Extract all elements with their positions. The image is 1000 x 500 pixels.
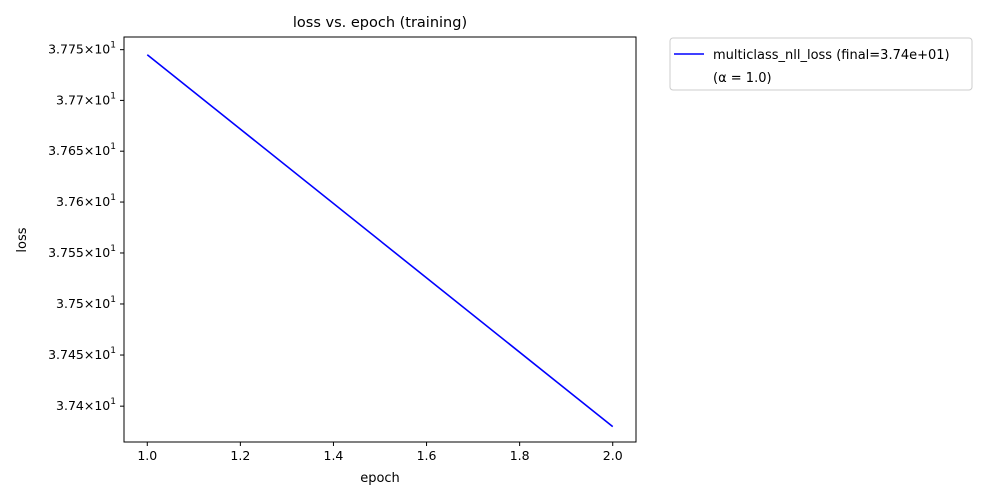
plot-area-frame bbox=[123, 36, 637, 443]
series-line-0 bbox=[146, 54, 614, 428]
series-layer bbox=[146, 54, 614, 428]
y-axis-ticks: 3.74×101 3.745×101 3.75×101 3.755×101 3.76×1… bbox=[48, 41, 124, 413]
y-tick-label: 3.74×101 bbox=[56, 397, 116, 413]
x-axis-ticks: 1.0 1.2 1.4 1.6 1.8 2.0 bbox=[137, 442, 623, 463]
legend: multiclass_nll_loss (final=3.74e+01) (α … bbox=[669, 37, 973, 91]
legend-label-alpha: (α = 1.0) bbox=[713, 71, 772, 86]
chart-title: loss vs. epoch (training) bbox=[293, 15, 467, 31]
x-tick-label: 1.8 bbox=[510, 448, 530, 463]
legend-label-multiclass-nll-loss: multiclass_nll_loss (final=3.74e+01) bbox=[713, 48, 950, 63]
y-axis-label: loss bbox=[15, 227, 30, 252]
y-tick-label: 3.765×101 bbox=[48, 142, 116, 158]
y-tick-label: 3.77×101 bbox=[56, 91, 116, 107]
x-tick-label: 1.4 bbox=[324, 448, 344, 463]
y-tick-label: 3.755×101 bbox=[48, 244, 116, 260]
x-tick-label: 1.0 bbox=[137, 448, 157, 463]
x-tick-label: 1.2 bbox=[230, 448, 250, 463]
y-tick-label: 3.775×101 bbox=[48, 41, 116, 57]
x-axis-label: epoch bbox=[360, 471, 400, 486]
y-tick-label: 3.76×101 bbox=[56, 193, 116, 209]
y-tick-label: 3.745×101 bbox=[48, 346, 116, 362]
legend-box bbox=[669, 37, 973, 91]
x-tick-label: 1.6 bbox=[417, 448, 437, 463]
x-tick-label: 2.0 bbox=[603, 448, 623, 463]
y-tick-label: 3.75×101 bbox=[56, 295, 116, 311]
